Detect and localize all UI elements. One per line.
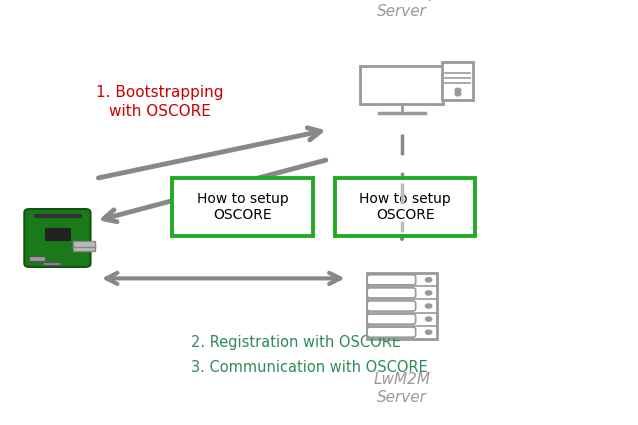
FancyBboxPatch shape — [367, 327, 415, 337]
FancyBboxPatch shape — [367, 314, 415, 324]
FancyBboxPatch shape — [360, 65, 443, 105]
FancyBboxPatch shape — [43, 262, 60, 265]
FancyBboxPatch shape — [172, 178, 313, 236]
Circle shape — [426, 291, 432, 295]
FancyBboxPatch shape — [369, 70, 435, 98]
Text: LwM2M
Server: LwM2M Server — [373, 372, 431, 405]
FancyBboxPatch shape — [367, 275, 415, 285]
Circle shape — [455, 92, 461, 96]
Circle shape — [426, 317, 432, 321]
FancyBboxPatch shape — [29, 256, 45, 261]
Text: 2. Registration with OSCORE: 2. Registration with OSCORE — [191, 334, 401, 350]
FancyBboxPatch shape — [34, 214, 81, 217]
FancyBboxPatch shape — [367, 288, 415, 298]
FancyBboxPatch shape — [45, 228, 70, 240]
FancyBboxPatch shape — [367, 301, 415, 311]
FancyBboxPatch shape — [442, 62, 473, 99]
FancyBboxPatch shape — [335, 178, 475, 236]
FancyBboxPatch shape — [73, 244, 96, 251]
Circle shape — [426, 278, 432, 282]
Text: How to setup
OSCORE: How to setup OSCORE — [197, 192, 288, 222]
FancyBboxPatch shape — [24, 209, 91, 267]
Circle shape — [426, 304, 432, 308]
Text: How to setup
OSCORE: How to setup OSCORE — [359, 192, 451, 222]
Text: 3. Communication with OSCORE: 3. Communication with OSCORE — [191, 360, 428, 375]
Text: 1. Bootstrapping
with OSCORE: 1. Bootstrapping with OSCORE — [96, 85, 223, 119]
FancyBboxPatch shape — [367, 273, 437, 339]
Circle shape — [426, 330, 432, 334]
Circle shape — [455, 88, 461, 92]
FancyBboxPatch shape — [73, 241, 96, 247]
Text: Bootstrap
Server: Bootstrap Server — [365, 0, 439, 19]
